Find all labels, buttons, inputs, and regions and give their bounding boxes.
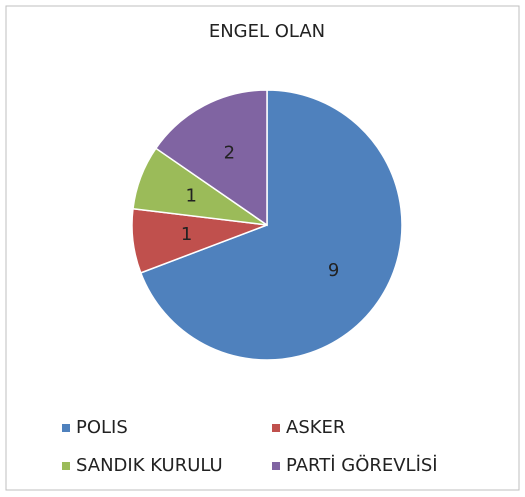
legend-swatch	[272, 424, 280, 432]
legend-swatch	[272, 462, 280, 470]
pie-slice	[139, 89, 403, 361]
legend-swatch	[62, 462, 70, 470]
legend-swatch	[62, 424, 70, 432]
chart-title: ENGEL OLAN	[209, 21, 325, 42]
data-label: 1	[186, 185, 197, 206]
legend-label: ASKER	[286, 417, 345, 438]
legend-label: SANDIK KURULU	[76, 455, 223, 476]
data-label: 9	[328, 260, 339, 281]
legend-label: PARTİ GÖREVLİSİ	[286, 454, 438, 476]
data-label: 2	[224, 142, 235, 163]
legend-label: POLIS	[76, 417, 128, 438]
pie-slice	[154, 89, 268, 227]
data-label: 1	[181, 224, 192, 245]
